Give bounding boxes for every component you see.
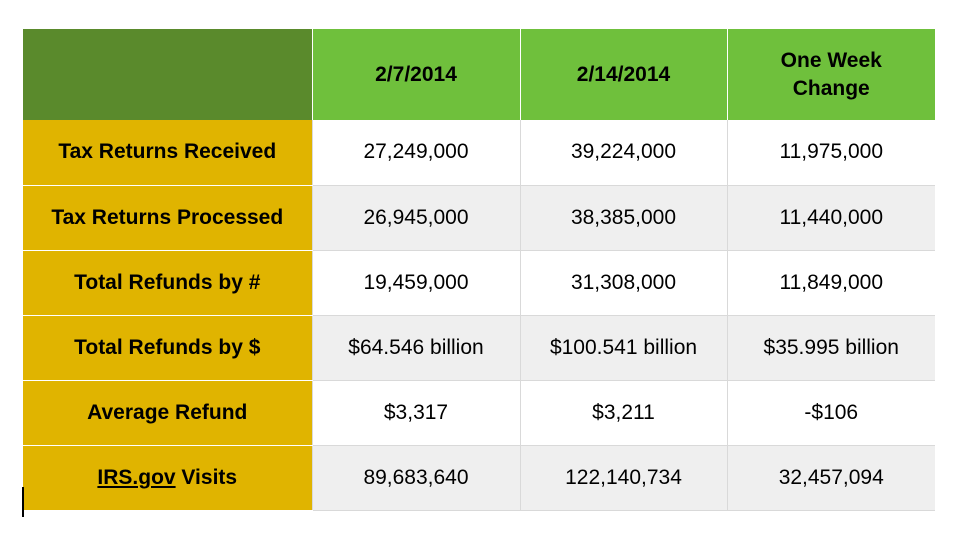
table-corner-cell — [23, 29, 312, 120]
table-cell: $3,317 — [311, 380, 520, 446]
table-cell: $64.546 billion — [311, 315, 520, 381]
table-cell: 38,385,000 — [519, 185, 727, 251]
row-label-average-refund: Average Refund — [23, 380, 312, 446]
irs-filing-statistics-table-container: 2/7/2014 2/14/2014 One Week Change Tax R… — [23, 29, 935, 512]
irs-gov-link[interactable]: IRS.gov — [97, 465, 176, 489]
table-row: Tax Returns Received 27,249,000 39,224,0… — [23, 120, 935, 186]
table-cell: $100.541 billion — [519, 315, 727, 381]
table-cell: 32,457,094 — [726, 445, 935, 512]
row-label-tax-returns-received: Tax Returns Received — [23, 120, 312, 186]
row-label-tax-returns-processed: Tax Returns Processed — [23, 185, 312, 251]
table-cell: $35.995 billion — [726, 315, 935, 381]
table-header-row: 2/7/2014 2/14/2014 One Week Change — [23, 29, 935, 120]
table-cell: 11,849,000 — [726, 250, 935, 316]
table-cell: 27,249,000 — [311, 120, 520, 186]
table-cell: 26,945,000 — [311, 185, 520, 251]
row-label-total-refunds-count: Total Refunds by # — [23, 250, 312, 316]
column-header-2-7-2014: 2/7/2014 — [311, 29, 520, 120]
row-label-total-refunds-dollars: Total Refunds by $ — [23, 315, 312, 381]
one-week-change-label: One Week Change — [780, 48, 882, 100]
column-header-2-14-2014: 2/14/2014 — [519, 29, 727, 120]
row-label-irs-gov-visits: IRS.gov Visits — [23, 445, 312, 512]
table-cell: $3,211 — [519, 380, 727, 446]
table-cell: -$106 — [726, 380, 935, 446]
table-row: Total Refunds by # 19,459,000 31,308,000… — [23, 250, 935, 316]
table-cell: 31,308,000 — [519, 250, 727, 316]
table-row: IRS.gov Visits 89,683,640 122,140,734 32… — [23, 445, 935, 512]
visits-label: Visits — [175, 465, 238, 489]
table-cell: 122,140,734 — [519, 445, 727, 512]
column-header-one-week-change: One Week Change — [726, 29, 935, 120]
table-cell: 19,459,000 — [311, 250, 520, 316]
table-row: Average Refund $3,317 $3,211 -$106 — [23, 380, 935, 446]
table-cell: 11,975,000 — [726, 120, 935, 186]
table-cell: 11,440,000 — [726, 185, 935, 251]
table-row: Tax Returns Processed 26,945,000 38,385,… — [23, 185, 935, 251]
table-cell: 89,683,640 — [311, 445, 520, 512]
table-row: Total Refunds by $ $64.546 billion $100.… — [23, 315, 935, 381]
text-cursor — [22, 487, 24, 517]
table-cell: 39,224,000 — [519, 120, 727, 186]
irs-filing-statistics-table: 2/7/2014 2/14/2014 One Week Change Tax R… — [23, 29, 935, 512]
